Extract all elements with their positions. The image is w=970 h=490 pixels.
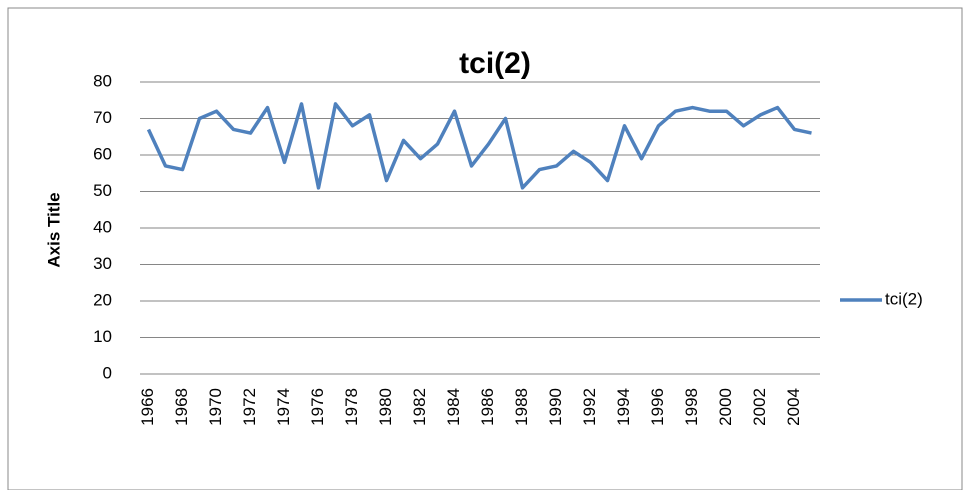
x-tick-label: 1974: [274, 388, 293, 426]
x-tick-label: 1990: [546, 388, 565, 426]
y-tick-label: 70: [93, 108, 112, 127]
x-tick-label: 1978: [342, 388, 361, 426]
x-tick-label: 1998: [682, 388, 701, 426]
x-tick-label: 1984: [444, 388, 463, 426]
y-tick-label: 0: [103, 363, 112, 382]
x-tick-label: 1994: [614, 388, 633, 426]
x-tick-label: 1988: [512, 388, 531, 426]
x-tick-label: 1966: [138, 388, 157, 426]
x-tick-label: 2000: [716, 388, 735, 426]
y-tick-label: 60: [93, 144, 112, 163]
x-tick-label: 2002: [750, 388, 769, 426]
chart: tci(2) Axis Title 0 10 20 30 40 50 60 70 80 1966 1…: [0, 0, 970, 490]
y-tick-label: 10: [93, 327, 112, 346]
x-tick-label: 1980: [376, 388, 395, 426]
legend-label: tci(2): [885, 289, 923, 308]
y-axis-title: Axis Title: [44, 192, 63, 267]
x-tick-label: 2004: [784, 388, 803, 426]
y-tick-label: 20: [93, 290, 112, 309]
x-tick-label: 1992: [580, 388, 599, 426]
series-line: [149, 104, 812, 188]
x-tick-label: 1976: [308, 388, 327, 426]
chart-title: tci(2): [459, 47, 531, 80]
y-tick-label: 40: [93, 217, 112, 236]
x-tick-label: 1970: [206, 388, 225, 426]
x-tick-label: 1986: [478, 388, 497, 426]
x-tick-label: 1982: [410, 388, 429, 426]
y-tick-label: 50: [93, 181, 112, 200]
y-tick-label: 80: [93, 71, 112, 90]
y-tick-label: 30: [93, 254, 112, 273]
x-tick-label: 1972: [240, 388, 259, 426]
x-tick-label: 1996: [648, 388, 667, 426]
x-tick-label: 1968: [172, 388, 191, 426]
